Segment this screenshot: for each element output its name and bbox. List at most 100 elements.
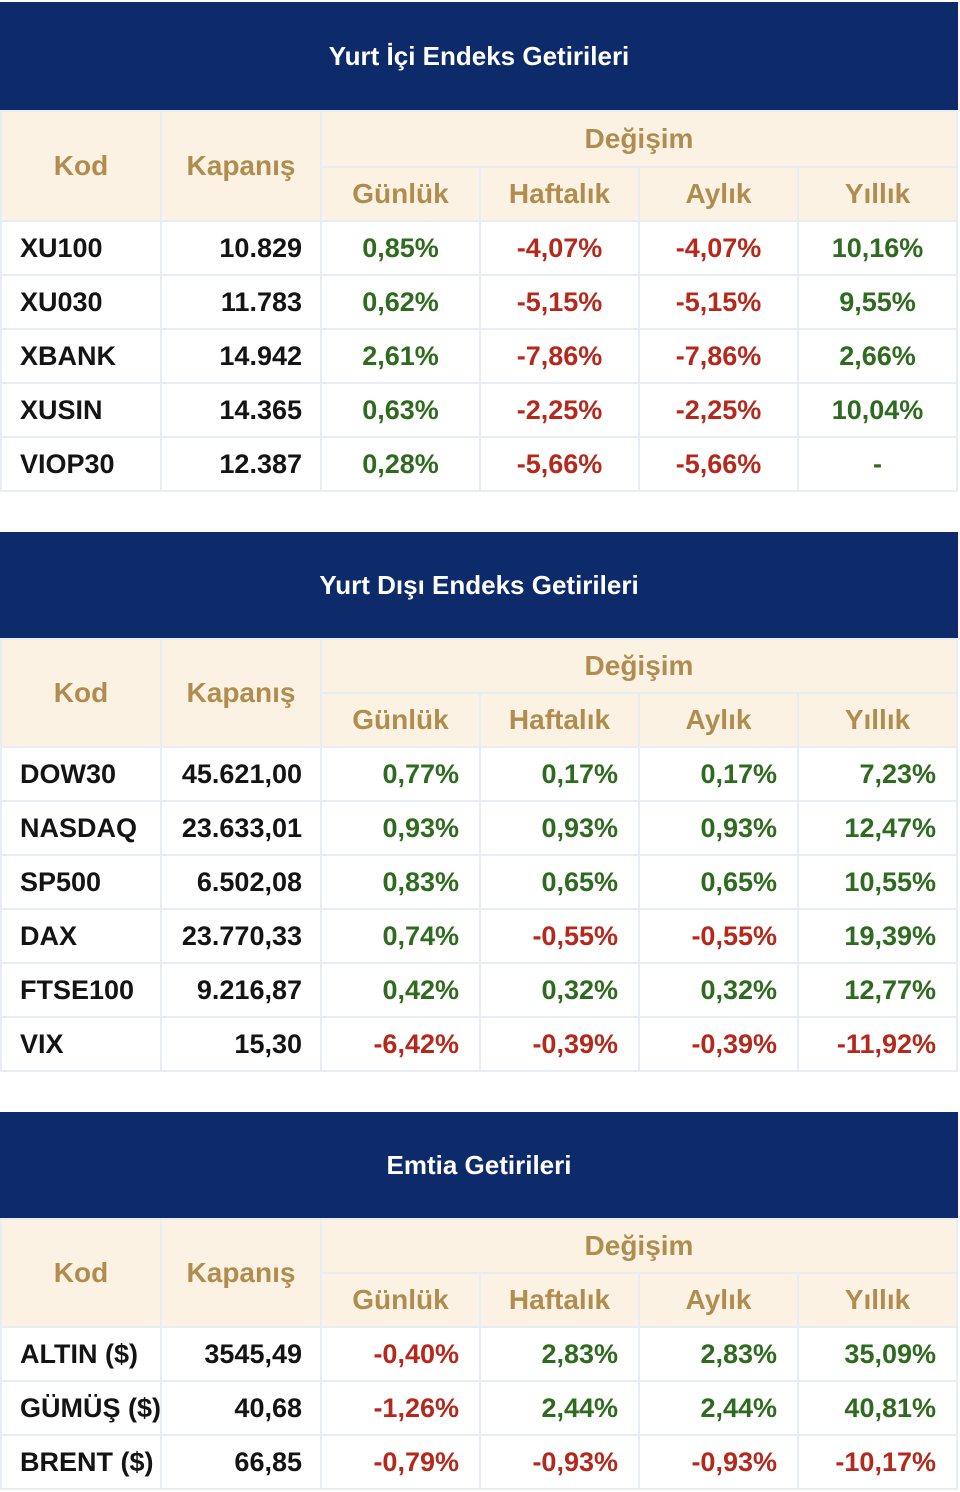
row-yearly: 10,55% — [797, 854, 958, 910]
row-weekly: -4,07% — [479, 220, 640, 276]
row-close: 6.502,08 — [160, 854, 322, 910]
domestic-index-table: Kod Kapanış Değişim Günlük Haftalık Aylı… — [0, 110, 958, 492]
row-monthly: 0,32% — [638, 962, 799, 1018]
row-code: ALTIN ($) — [0, 1326, 162, 1382]
row-weekly: -7,86% — [479, 328, 640, 384]
row-code: XUSIN — [0, 382, 162, 438]
header-yillik: Yıllık — [797, 1272, 958, 1328]
row-code: FTSE100 — [0, 962, 162, 1018]
row-weekly: -5,15% — [479, 274, 640, 330]
commodity-section: Emtia Getirileri Kod Kapanış Değişim Gün… — [0, 1112, 958, 1490]
table-row: XU100 10.829 0,85% -4,07% -4,07% 10,16% — [0, 220, 958, 276]
row-daily: 0,28% — [320, 436, 481, 492]
row-monthly: -0,93% — [638, 1434, 799, 1490]
header-yillik: Yıllık — [797, 166, 958, 222]
row-daily: 0,74% — [320, 908, 481, 964]
table-row: VIOP30 12.387 0,28% -5,66% -5,66% - — [0, 436, 958, 492]
row-daily: 2,61% — [320, 328, 481, 384]
table-row: ALTIN ($) 3545,49 -0,40% 2,83% 2,83% 35,… — [0, 1326, 958, 1382]
row-close: 40,68 — [160, 1380, 322, 1436]
header-degisim: Değişim — [320, 110, 958, 168]
domestic-index-section: Yurt İçi Endeks Getirileri Kod Kapanış D… — [0, 2, 958, 492]
row-close: 14.942 — [160, 328, 322, 384]
row-daily: -6,42% — [320, 1016, 481, 1072]
header-kod: Kod — [0, 638, 162, 748]
commodity-table: Kod Kapanış Değişim Günlük Haftalık Aylı… — [0, 1218, 958, 1490]
row-daily: 0,93% — [320, 800, 481, 856]
row-yearly: - — [797, 436, 958, 492]
row-close: 11.783 — [160, 274, 322, 330]
table-row: NASDAQ 23.633,01 0,93% 0,93% 0,93% 12,47… — [0, 800, 958, 856]
header-aylik: Aylık — [638, 166, 799, 222]
row-close: 23.770,33 — [160, 908, 322, 964]
row-yearly: 40,81% — [797, 1380, 958, 1436]
table-row: DOW30 45.621,00 0,77% 0,17% 0,17% 7,23% — [0, 746, 958, 802]
row-yearly: 35,09% — [797, 1326, 958, 1382]
row-yearly: 2,66% — [797, 328, 958, 384]
row-monthly: 0,65% — [638, 854, 799, 910]
table-row: SP500 6.502,08 0,83% 0,65% 0,65% 10,55% — [0, 854, 958, 910]
row-code: XU100 — [0, 220, 162, 276]
row-weekly: 0,93% — [479, 800, 640, 856]
row-monthly: 0,17% — [638, 746, 799, 802]
header-degisim: Değişim — [320, 1218, 958, 1274]
row-monthly: -0,55% — [638, 908, 799, 964]
row-weekly: -0,93% — [479, 1434, 640, 1490]
table-row: DAX 23.770,33 0,74% -0,55% -0,55% 19,39% — [0, 908, 958, 964]
row-code: VIX — [0, 1016, 162, 1072]
header-gunluk: Günlük — [320, 1272, 481, 1328]
row-monthly: -7,86% — [638, 328, 799, 384]
row-close: 10.829 — [160, 220, 322, 276]
row-yearly: 10,04% — [797, 382, 958, 438]
row-yearly: 9,55% — [797, 274, 958, 330]
row-close: 45.621,00 — [160, 746, 322, 802]
row-daily: -1,26% — [320, 1380, 481, 1436]
row-monthly: -0,39% — [638, 1016, 799, 1072]
table-row: VIX 15,30 -6,42% -0,39% -0,39% -11,92% — [0, 1016, 958, 1072]
table-row: BRENT ($) 66,85 -0,79% -0,93% -0,93% -10… — [0, 1434, 958, 1490]
table-row: XBANK 14.942 2,61% -7,86% -7,86% 2,66% — [0, 328, 958, 384]
row-code: NASDAQ — [0, 800, 162, 856]
row-monthly: -4,07% — [638, 220, 799, 276]
table-row: GÜMÜŞ ($) 40,68 -1,26% 2,44% 2,44% 40,81… — [0, 1380, 958, 1436]
row-close: 9.216,87 — [160, 962, 322, 1018]
row-yearly: 10,16% — [797, 220, 958, 276]
row-yearly: 12,47% — [797, 800, 958, 856]
row-close: 12.387 — [160, 436, 322, 492]
row-yearly: 7,23% — [797, 746, 958, 802]
table-row: FTSE100 9.216,87 0,42% 0,32% 0,32% 12,77… — [0, 962, 958, 1018]
row-daily: 0,77% — [320, 746, 481, 802]
row-monthly: 2,83% — [638, 1326, 799, 1382]
row-code: DOW30 — [0, 746, 162, 802]
row-yearly: 19,39% — [797, 908, 958, 964]
row-daily: -0,79% — [320, 1434, 481, 1490]
row-close: 14.365 — [160, 382, 322, 438]
header-kod: Kod — [0, 110, 162, 222]
section-title: Yurt İçi Endeks Getirileri — [0, 2, 958, 110]
row-daily: 0,42% — [320, 962, 481, 1018]
row-weekly: -0,55% — [479, 908, 640, 964]
section-title: Emtia Getirileri — [0, 1112, 958, 1218]
row-monthly: -2,25% — [638, 382, 799, 438]
header-kapanis: Kapanış — [160, 1218, 322, 1328]
header-kapanis: Kapanış — [160, 638, 322, 748]
table-row: XUSIN 14.365 0,63% -2,25% -2,25% 10,04% — [0, 382, 958, 438]
row-yearly: -10,17% — [797, 1434, 958, 1490]
table-row: XU030 11.783 0,62% -5,15% -5,15% 9,55% — [0, 274, 958, 330]
row-monthly: 2,44% — [638, 1380, 799, 1436]
row-weekly: 2,44% — [479, 1380, 640, 1436]
row-close: 15,30 — [160, 1016, 322, 1072]
row-code: XU030 — [0, 274, 162, 330]
header-haftalik: Haftalık — [479, 166, 640, 222]
row-code: GÜMÜŞ ($) — [0, 1380, 162, 1436]
row-code: SP500 — [0, 854, 162, 910]
row-daily: -0,40% — [320, 1326, 481, 1382]
header-haftalik: Haftalık — [479, 1272, 640, 1328]
row-close: 3545,49 — [160, 1326, 322, 1382]
header-yillik: Yıllık — [797, 692, 958, 748]
header-gunluk: Günlük — [320, 692, 481, 748]
header-gunluk: Günlük — [320, 166, 481, 222]
row-code: BRENT ($) — [0, 1434, 162, 1490]
row-close: 23.633,01 — [160, 800, 322, 856]
row-daily: 0,63% — [320, 382, 481, 438]
